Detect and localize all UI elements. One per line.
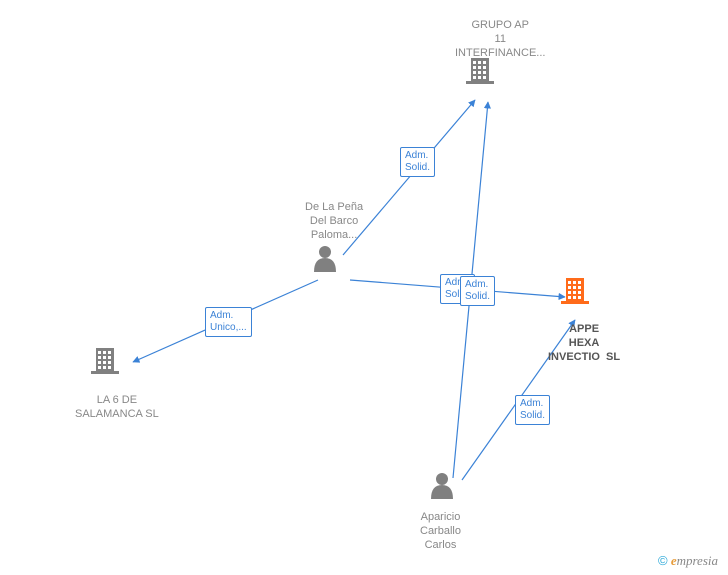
edge-label-carlos-appe: Adm. Solid. — [515, 395, 550, 425]
watermark-rest: mpresia — [677, 553, 718, 568]
building-icon — [561, 278, 589, 304]
node-label-paloma: De La Peña Del Barco Paloma... — [305, 200, 363, 242]
watermark: © empresia — [658, 553, 718, 569]
node-label-la6: LA 6 DE SALAMANCA SL — [75, 393, 159, 421]
edge-label-carlos-grupo: Adm. Solid. — [460, 276, 495, 306]
node-label-appe: APPE HEXA INVECTIO SL — [548, 322, 620, 364]
person-icon — [431, 473, 453, 499]
watermark-copyright: © — [658, 553, 668, 568]
building-icon — [91, 348, 119, 374]
building-icon — [466, 58, 494, 84]
node-label-grupo: GRUPO AP 11 INTERFINANCE... — [455, 18, 545, 60]
edge-label-paloma-grupo: Adm. Solid. — [400, 147, 435, 177]
edge-label-paloma-la6: Adm. Unico,... — [205, 307, 252, 337]
person-icon — [314, 246, 336, 272]
node-label-carlos: Aparicio Carballo Carlos — [420, 510, 461, 552]
graph-svg — [0, 0, 728, 575]
